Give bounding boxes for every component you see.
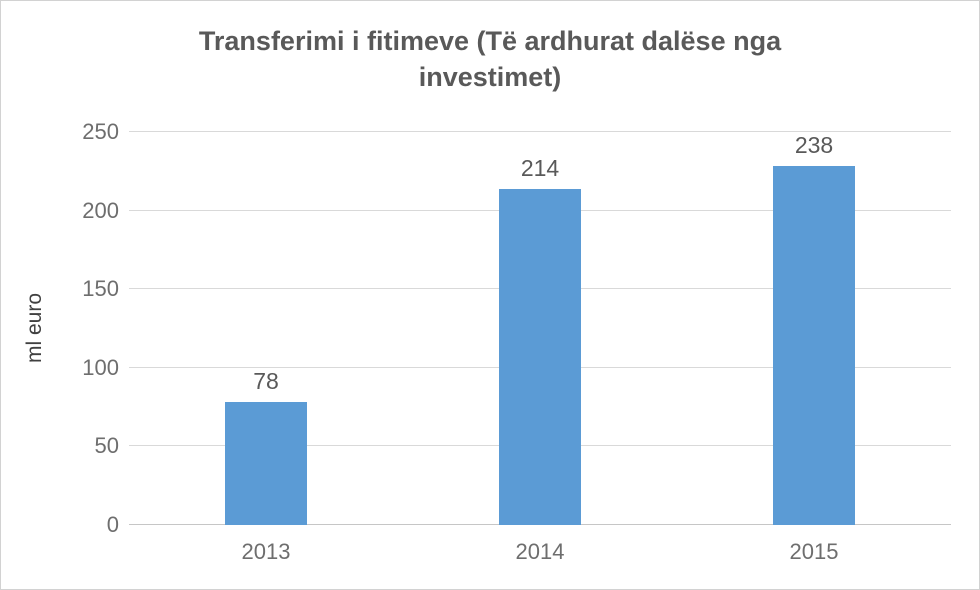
- bar: [499, 188, 581, 525]
- bar-slot: 214: [403, 132, 677, 525]
- y-tick-label: 50: [94, 433, 119, 459]
- y-axis-ticks: 0 50 100 150 200 250: [1, 119, 119, 537]
- bar-slot: 78: [129, 132, 403, 525]
- plot-area: 78 214 238: [129, 131, 951, 525]
- y-tick-label: 200: [82, 197, 119, 223]
- bar-value-label: 238: [794, 132, 834, 158]
- y-tick-label: 100: [82, 354, 119, 380]
- y-tick-label: 250: [82, 119, 119, 144]
- y-tick-label: 150: [82, 276, 119, 302]
- bars-row: 78 214 238: [129, 132, 951, 525]
- bar: [225, 402, 307, 525]
- y-tick-label: 0: [106, 512, 119, 537]
- x-tick-label: 2013: [241, 539, 291, 564]
- bar: [773, 166, 855, 525]
- x-axis-labels: 2013 2014 2015: [129, 539, 951, 565]
- bar-slot: 238: [677, 132, 951, 525]
- chart-title: Transferimi i fitimeve (Të ardhurat dalë…: [198, 26, 782, 93]
- x-tick-label: 2014: [515, 539, 565, 564]
- gridline: [129, 131, 951, 132]
- bar-value-label: 214: [520, 154, 560, 181]
- x-tick-label: 2015: [789, 539, 839, 564]
- bar-value-label: 78: [253, 368, 279, 395]
